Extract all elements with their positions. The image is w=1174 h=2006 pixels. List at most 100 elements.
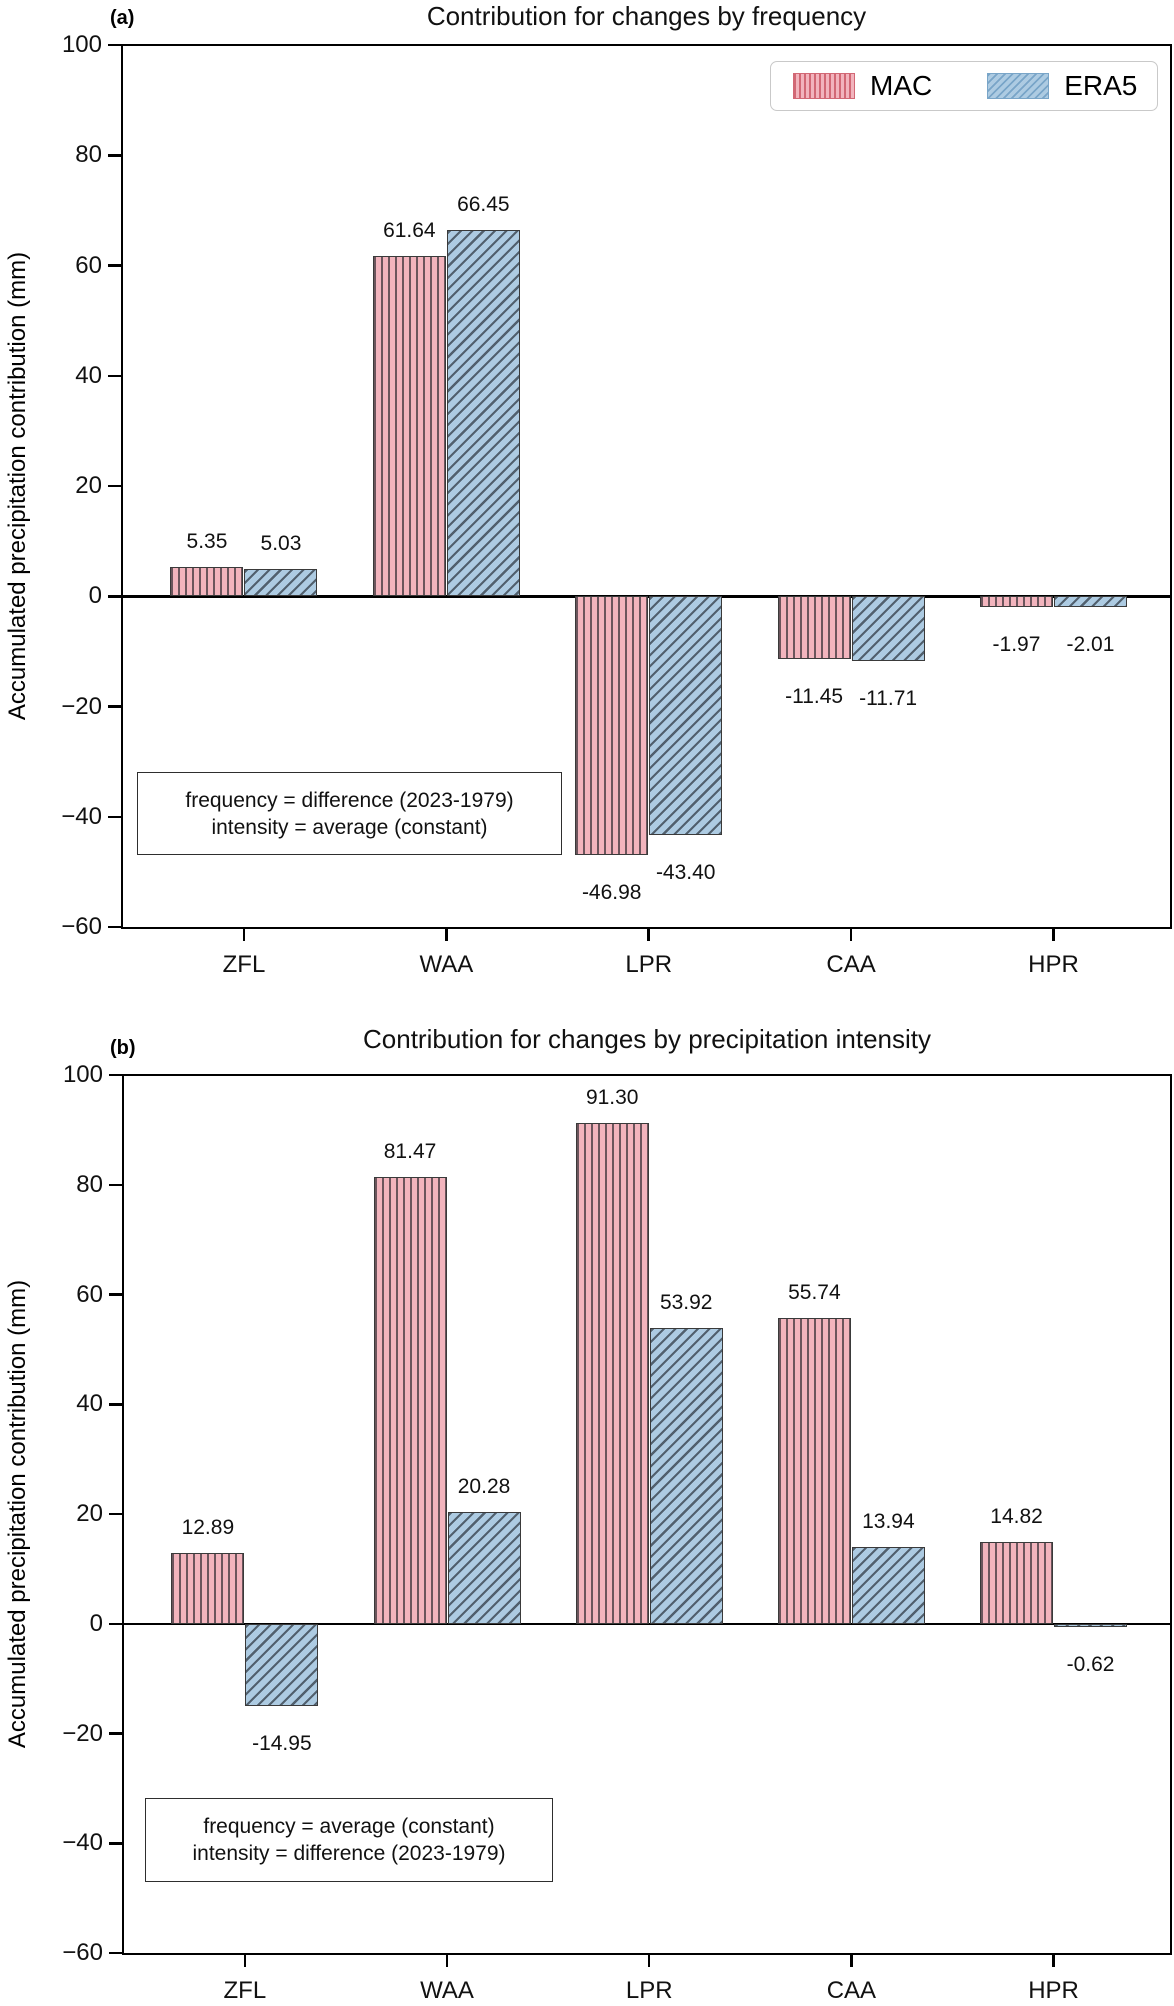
y-tick-mark (109, 1622, 123, 1625)
bar-value-label: 14.82 (990, 1505, 1043, 1529)
y-tick-label: −20 (61, 692, 102, 720)
y-tick-mark (108, 484, 122, 488)
panel-b-corner-label: (b) (110, 1037, 136, 1059)
panel-b-plot-area (122, 1074, 1172, 1955)
panel-a-plot-area (121, 44, 1172, 929)
y-tick-mark (108, 705, 122, 708)
panel-a-corner-label: (a) (110, 7, 135, 29)
x-tick-mark (1052, 1953, 1055, 1967)
bar-value-label: -1.97 (992, 633, 1041, 657)
bar-mac-waa (372, 256, 446, 597)
bar-era5-hpr (1054, 1623, 1128, 1628)
y-tick-mark (108, 43, 122, 47)
y-tick-label: 20 (76, 1500, 103, 1527)
x-tick-label: CAA (826, 951, 876, 978)
bar-mac-caa (777, 596, 851, 660)
y-tick-label: −60 (62, 1939, 103, 1966)
bar-value-label: 55.74 (788, 1280, 841, 1304)
x-tick-label: LPR (625, 1977, 673, 2004)
bar-value-label: 91.30 (585, 1085, 639, 1109)
y-tick-mark (108, 154, 122, 157)
x-tick-mark (243, 1953, 247, 1967)
annotation-line-1: frequency = difference (2023-1979) (185, 788, 514, 812)
bar-mac-hpr (980, 1542, 1054, 1624)
x-tick-label: ZFL (222, 951, 266, 978)
bar-value-label: 81.47 (383, 1139, 437, 1163)
y-tick-mark (108, 925, 122, 929)
x-tick-label: HPR (1028, 951, 1079, 978)
bar-value-label: 5.35 (186, 529, 228, 553)
y-tick-mark (109, 1073, 123, 1077)
y-tick-mark (109, 1951, 123, 1955)
x-tick-mark (647, 927, 650, 941)
x-tick-mark (849, 927, 853, 941)
y-tick-label: −40 (62, 1829, 103, 1857)
legend-swatch-era5-icon (987, 73, 1050, 99)
legend-label-era5: ERA5 (1064, 70, 1138, 101)
annotation-line-2: intensity = average (constant) (211, 815, 488, 839)
bar-mac-lpr (575, 1122, 649, 1624)
bar-era5-lpr (649, 596, 723, 836)
bar-value-label: 61.64 (383, 219, 436, 243)
zero-line (123, 1622, 1170, 1625)
bar-mac-zfl (170, 566, 244, 597)
y-tick-label: 0 (89, 1609, 103, 1637)
x-tick-label: CAA (826, 1977, 877, 2004)
bar-era5-waa (447, 1512, 521, 1624)
x-tick-label: LPR (625, 951, 673, 978)
y-tick-label: 40 (76, 1390, 103, 1418)
y-tick-label: 40 (75, 361, 102, 389)
bar-mac-hpr (979, 596, 1053, 608)
panel-b-title: Contribution for changes by precipitatio… (363, 1024, 931, 1054)
x-tick-mark (445, 1953, 449, 1967)
x-tick-mark (647, 1953, 651, 1967)
y-tick-label: 100 (62, 1061, 103, 1088)
panel-a-annotation-box: frequency = difference (2023-1979) inten… (137, 772, 562, 855)
y-tick-label: 20 (75, 472, 102, 499)
annotation-line-1: frequency = average (constant) (203, 1815, 495, 1838)
bar-value-label: -0.62 (1066, 1653, 1115, 1677)
x-tick-mark (445, 927, 448, 941)
bar-value-label: -43.40 (655, 861, 716, 885)
y-tick-mark (108, 374, 122, 377)
bar-mac-caa (777, 1317, 851, 1624)
bar-mac-zfl (171, 1553, 245, 1624)
bar-era5-caa (851, 596, 925, 661)
x-tick-label: WAA (420, 1977, 474, 2004)
bar-value-label: 53.92 (659, 1290, 713, 1314)
y-tick-label: 60 (76, 1280, 103, 1308)
bar-mac-waa (373, 1176, 447, 1624)
y-tick-label: −40 (61, 802, 102, 830)
bar-era5-hpr (1053, 596, 1127, 608)
bar-value-label: 20.28 (457, 1475, 511, 1499)
y-tick-mark (108, 815, 122, 818)
y-tick-label: 60 (75, 251, 102, 279)
y-tick-mark (109, 1183, 123, 1186)
bar-value-label: -14.95 (252, 1731, 312, 1755)
x-tick-label: HPR (1028, 1977, 1079, 2004)
x-tick-label: WAA (419, 951, 474, 978)
bar-era5-lpr (649, 1327, 723, 1624)
annotation-line-2: intensity = difference (2023-1979) (192, 1842, 506, 1865)
x-tick-mark (850, 1953, 853, 1967)
bar-value-label: -46.98 (581, 881, 642, 905)
panel-b-annotation-box: frequency = average (constant) intensity… (145, 1798, 553, 1882)
y-tick-label: 80 (76, 1170, 103, 1198)
x-tick-mark (1052, 927, 1055, 941)
bar-value-label: 66.45 (457, 192, 510, 216)
bar-value-label: -2.01 (1066, 633, 1115, 657)
x-tick-mark (242, 927, 246, 941)
legend-label-mac: MAC (870, 70, 933, 101)
y-tick-mark (109, 1403, 123, 1406)
y-tick-mark (108, 264, 122, 267)
y-tick-mark (108, 595, 122, 598)
bar-value-label: 13.94 (862, 1510, 915, 1534)
y-tick-mark (109, 1293, 123, 1296)
bar-era5-zfl (245, 1623, 319, 1706)
y-tick-mark (109, 1732, 123, 1735)
